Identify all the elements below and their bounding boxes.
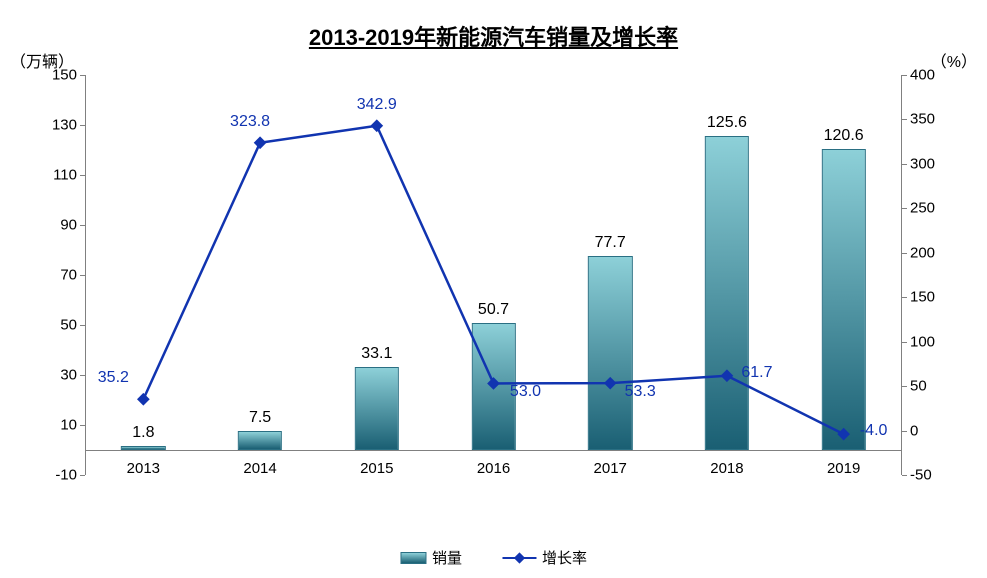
bar-value-label: 33.1 xyxy=(361,345,392,363)
y2-tick-mark xyxy=(902,342,907,343)
legend-bar-label: 销量 xyxy=(432,547,462,568)
line-value-label: 61.7 xyxy=(741,364,772,382)
plot-area: -101030507090110130150-50050100150200250… xyxy=(85,75,902,475)
bar-value-label: 77.7 xyxy=(595,234,626,252)
line-value-label: 35.2 xyxy=(98,369,129,387)
x-tick-label: 2014 xyxy=(243,450,276,477)
y2-axis-line xyxy=(901,75,902,475)
legend-item-bars: 销量 xyxy=(400,547,462,568)
legend-line-label: 增长率 xyxy=(542,547,587,568)
bar-value-label: 120.6 xyxy=(824,127,864,145)
y1-tick-mark xyxy=(80,325,85,326)
y1-tick-mark xyxy=(80,425,85,426)
y1-tick-mark xyxy=(80,375,85,376)
chart-container: 2013-2019年新能源汽车销量及增长率 （万辆） （%） -10103050… xyxy=(0,0,987,578)
y2-tick-mark xyxy=(902,431,907,432)
x-tick-label: 2017 xyxy=(594,450,627,477)
y1-tick-mark xyxy=(80,75,85,76)
line-marker xyxy=(370,119,383,132)
bar xyxy=(355,367,399,450)
y1-tick-mark xyxy=(80,225,85,226)
line-value-label: 323.8 xyxy=(230,113,270,131)
line-value-label: 53.3 xyxy=(625,383,656,401)
x-tick-label: 2016 xyxy=(477,450,510,477)
x-tick-label: 2015 xyxy=(360,450,393,477)
legend-line-swatch xyxy=(502,551,536,565)
bar xyxy=(238,431,282,450)
legend-bar-swatch xyxy=(400,552,426,564)
y1-tick-mark xyxy=(80,125,85,126)
y2-tick-mark xyxy=(902,386,907,387)
y2-tick-mark xyxy=(902,475,907,476)
y1-tick-mark xyxy=(80,475,85,476)
y2-tick-mark xyxy=(902,164,907,165)
y1-tick-mark xyxy=(80,275,85,276)
x-tick-label: 2019 xyxy=(827,450,860,477)
y2-tick-mark xyxy=(902,75,907,76)
bar-value-label: 1.8 xyxy=(132,424,154,442)
line-value-label: 53.0 xyxy=(510,383,541,401)
x-tick-label: 2018 xyxy=(710,450,743,477)
y2-tick-mark xyxy=(902,208,907,209)
line-marker xyxy=(254,136,267,149)
bar xyxy=(588,256,632,450)
legend: 销量 增长率 xyxy=(400,547,587,568)
y2-tick-mark xyxy=(902,297,907,298)
y2-tick-mark xyxy=(902,253,907,254)
line-marker xyxy=(137,393,150,406)
y1-axis-line xyxy=(85,75,86,475)
chart-title: 2013-2019年新能源汽车销量及增长率 xyxy=(309,20,678,52)
bar xyxy=(821,149,865,451)
bar-value-label: 50.7 xyxy=(478,301,509,319)
y2-axis-label: （%） xyxy=(931,48,977,72)
bar xyxy=(121,446,165,451)
bar xyxy=(705,136,749,450)
line-value-label: -4.0 xyxy=(860,422,888,440)
line-value-label: 342.9 xyxy=(357,96,397,114)
y1-tick-mark xyxy=(80,175,85,176)
legend-item-line: 增长率 xyxy=(502,547,587,568)
x-tick-label: 2013 xyxy=(127,450,160,477)
bar-value-label: 125.6 xyxy=(707,114,747,132)
y2-tick-mark xyxy=(902,119,907,120)
bar-value-label: 7.5 xyxy=(249,409,271,427)
